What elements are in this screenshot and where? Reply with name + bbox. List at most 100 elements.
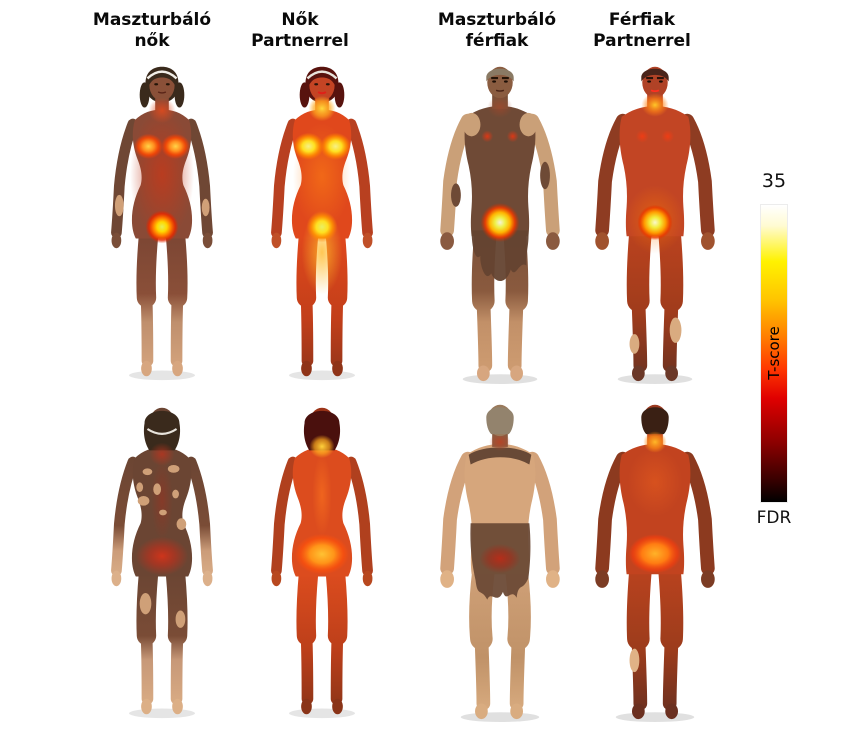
hair-lock-right xyxy=(174,82,185,108)
ground-shadow xyxy=(462,374,538,385)
header-line1: Maszturbáló xyxy=(92,10,212,30)
face xyxy=(314,83,330,95)
foot-right xyxy=(332,360,343,377)
column-header-masturbating-men: Maszturbáló férfiak xyxy=(412,10,582,52)
hip-coverage-ragged xyxy=(471,230,529,282)
ground-shadow xyxy=(615,712,695,723)
foot-right xyxy=(665,365,679,382)
nape-hotspot xyxy=(309,434,335,459)
body-map-masturbating-women-front xyxy=(111,66,213,381)
hair-back-full xyxy=(143,410,181,451)
header-line1: Maszturbáló xyxy=(437,10,557,30)
body-map-masturbating-men-back xyxy=(440,404,560,723)
ground-shadow xyxy=(460,712,540,723)
hand-right xyxy=(362,232,373,249)
neck-heat xyxy=(148,97,176,124)
ground-shadow xyxy=(289,370,355,381)
genital-hotspot xyxy=(637,204,673,241)
foot-left xyxy=(301,360,312,377)
foot-right xyxy=(510,365,524,382)
arms xyxy=(111,118,213,239)
arms xyxy=(271,118,373,239)
hair-bangs xyxy=(305,66,339,90)
hair-cap xyxy=(641,68,669,82)
foot-left xyxy=(301,698,312,715)
arms xyxy=(440,113,560,238)
ankle-skin-patch xyxy=(629,334,640,354)
body-map-women-partner-front xyxy=(271,66,373,381)
legs xyxy=(136,226,188,367)
buttocks-hotspot xyxy=(479,543,521,574)
headband-back xyxy=(146,428,178,435)
hand-left xyxy=(111,570,122,587)
buttocks-hotspot xyxy=(294,533,350,575)
header-line1: Nők xyxy=(281,10,319,30)
hand-left xyxy=(271,570,282,587)
foot-right xyxy=(172,360,183,377)
breast-hotspot-left xyxy=(292,132,324,160)
foot-left xyxy=(141,360,152,377)
hand-left xyxy=(595,232,609,250)
hand-left xyxy=(271,232,282,249)
arms xyxy=(271,456,373,577)
hand-right xyxy=(202,570,213,587)
nape-hotspot xyxy=(643,431,667,453)
header-line1: Férfiak xyxy=(608,10,676,30)
hand-left xyxy=(111,232,122,249)
nipple-hotspot-right xyxy=(506,130,519,143)
foot-left xyxy=(476,365,490,382)
face xyxy=(646,76,664,93)
ground-shadow xyxy=(129,370,195,381)
foot-right xyxy=(510,703,524,720)
spine-heat-wash xyxy=(312,454,332,536)
hair-lock-left xyxy=(139,82,150,108)
body-map-women-partner-back xyxy=(271,407,373,719)
column-header-women-with-partner: Nők Partnerrel xyxy=(215,10,385,52)
hair-bangs xyxy=(145,66,179,90)
genital-hotspot xyxy=(306,211,338,243)
shoulder-coverage xyxy=(468,447,532,465)
header-line2: Partnerrel xyxy=(593,31,691,51)
header-line2: Partnerrel xyxy=(251,31,349,51)
foot-right xyxy=(665,703,679,720)
breast-hotspot-right xyxy=(320,132,352,160)
deltoid-patch-right xyxy=(519,112,538,137)
arms xyxy=(595,113,715,238)
neck-heat xyxy=(308,95,336,122)
foot-right xyxy=(172,698,183,715)
body-map-men-partner-back xyxy=(595,404,715,723)
hand-left xyxy=(595,570,609,588)
arms xyxy=(440,451,560,576)
foot-right xyxy=(332,698,343,715)
colorbar: 35 T-score FDR xyxy=(744,170,804,540)
legs xyxy=(136,564,188,705)
calf-skin-patch xyxy=(629,648,640,673)
buttocks-hotspot xyxy=(135,536,189,576)
headband xyxy=(146,70,178,80)
hair-lock-left xyxy=(299,82,310,108)
legs xyxy=(626,560,684,711)
hand-right xyxy=(701,232,715,250)
neck-heat xyxy=(149,442,175,466)
foot-left xyxy=(631,703,645,720)
genital-hotspot xyxy=(480,202,520,243)
spine-heat-wash xyxy=(151,459,173,541)
colorbar-max-label: 35 xyxy=(761,170,787,192)
neck-heat xyxy=(489,433,511,451)
body-map-masturbating-women-back xyxy=(111,407,213,719)
header-line2: férfiak xyxy=(465,31,529,51)
nipple-hotspot-left xyxy=(635,129,649,143)
hand-left xyxy=(440,232,454,250)
skin-patches xyxy=(136,464,187,628)
hand-right xyxy=(546,570,560,588)
hand-right xyxy=(362,570,373,587)
column-header-masturbating-women: Maszturbáló nők xyxy=(67,10,237,52)
hand-right xyxy=(546,232,560,250)
hair-cap xyxy=(486,68,514,82)
hair-back-short xyxy=(641,407,669,435)
arms xyxy=(111,456,213,577)
legs xyxy=(296,564,348,705)
hair-back-short xyxy=(486,407,514,435)
skin-patches xyxy=(114,194,210,217)
